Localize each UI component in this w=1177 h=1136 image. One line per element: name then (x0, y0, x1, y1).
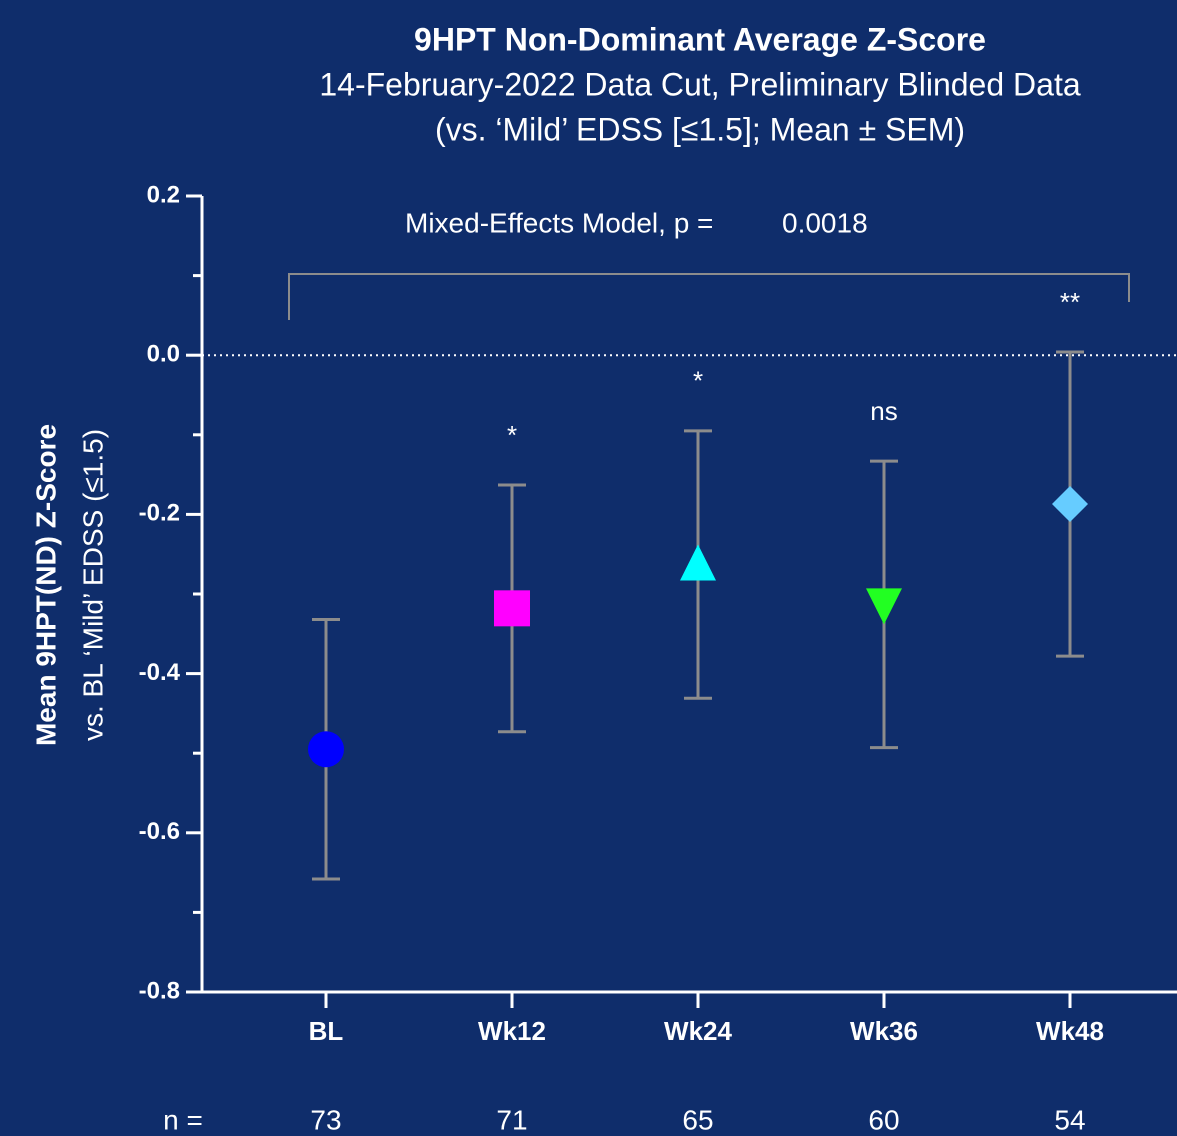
n-value: 65 (682, 1104, 713, 1135)
chart-subtitle: (vs. ‘Mild’ EDSS [≤1.5]; Mean ± SEM) (435, 111, 965, 147)
n-value: 54 (1054, 1104, 1085, 1135)
x-tick-label: BL (309, 1016, 344, 1046)
y-tick-label: 0.2 (147, 181, 180, 208)
y-axis-label: vs. BL ‘Mild’ EDSS (≤1.5) (77, 429, 108, 741)
x-tick-label: Wk24 (664, 1016, 732, 1046)
annotation: Mixed-Effects Model, p = (405, 207, 713, 238)
significance-label: * (693, 366, 703, 396)
y-tick-label: -0.4 (139, 659, 181, 686)
marker (866, 588, 902, 625)
n-value: 73 (310, 1104, 341, 1135)
significance-label: ns (870, 396, 897, 426)
annotation-value: 0.0018 (782, 207, 868, 238)
bracket (288, 273, 1130, 320)
significance-label: ** (1060, 287, 1080, 317)
significance-label: * (507, 420, 517, 450)
x-tick-label: Wk12 (478, 1016, 546, 1046)
marker (494, 590, 530, 627)
y-tick-label: -0.2 (139, 500, 180, 527)
chart-subtitle: 14-February-2022 Data Cut, Preliminary B… (319, 66, 1080, 102)
x-tick-label: Wk36 (850, 1016, 918, 1046)
marker (680, 544, 716, 581)
y-tick-label: -0.6 (139, 818, 180, 845)
marker (308, 731, 344, 768)
y-tick-label: 0.0 (147, 341, 180, 368)
y-axis-label: Mean 9HPT(ND) Z-Score (30, 424, 61, 746)
n-value: 71 (496, 1104, 527, 1135)
n-label: n = (163, 1104, 203, 1135)
chart-title: 9HPT Non-Dominant Average Z-Score (414, 21, 986, 57)
y-tick-label: -0.8 (139, 977, 180, 1004)
x-tick-label: Wk48 (1036, 1016, 1104, 1046)
n-value: 60 (868, 1104, 899, 1135)
marker (1052, 486, 1088, 523)
